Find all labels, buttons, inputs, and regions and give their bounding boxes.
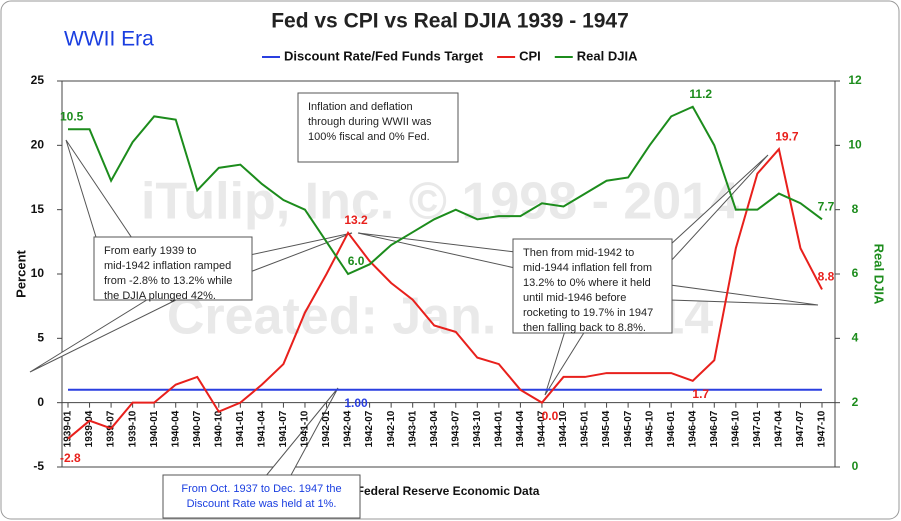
x-tick-label: 1939-04 <box>84 410 95 447</box>
y-tick-label: 20 <box>31 138 45 152</box>
annotation-line: From Oct. 1937 to Dec. 1947 the <box>181 483 341 495</box>
x-axis-label: Federal Reserve Economic Data <box>357 484 540 498</box>
data-label: 8.8 <box>818 270 835 284</box>
y-tick-label: 5 <box>37 331 44 345</box>
x-tick-label: 1946-04 <box>687 410 698 447</box>
annotation-line: until mid-1946 before <box>523 292 626 304</box>
y2-tick-label: 12 <box>848 73 862 87</box>
data-label: 1.7 <box>692 387 709 401</box>
y2-tick-label: 4 <box>852 331 859 345</box>
data-label: 10.5 <box>60 109 84 123</box>
y-tick-label: 10 <box>31 266 45 280</box>
data-label: 19.7 <box>775 129 799 143</box>
legend-label: Discount Rate/Fed Funds Target <box>284 48 484 63</box>
data-label: 7.7 <box>818 199 835 213</box>
legend-label: CPI <box>519 48 541 63</box>
data-label: 0.0 <box>542 409 559 423</box>
y2-tick-label: 8 <box>852 202 859 216</box>
y-tick-label: 25 <box>31 73 45 87</box>
x-tick-label: 1945-07 <box>623 410 634 447</box>
y-axis-label: Percent <box>13 249 28 297</box>
annotation-box <box>512 238 673 334</box>
legend-label: Real DJIA <box>577 48 638 63</box>
x-tick-label: 1944-04 <box>515 410 526 447</box>
x-tick-label: 1943-07 <box>450 410 461 447</box>
annotation-line: From early 1939 to <box>104 245 196 257</box>
x-tick-label: 1940-10 <box>213 410 224 447</box>
x-tick-label: 1943-01 <box>407 410 418 447</box>
y2-tick-label: 10 <box>848 138 862 152</box>
annotation-line: then falling back to 8.8%. <box>523 322 646 334</box>
y-tick-label: 15 <box>31 202 45 216</box>
x-tick-label: 1944-10 <box>558 410 569 447</box>
x-tick-label: 1941-04 <box>257 410 268 447</box>
x-tick-label: 1947-04 <box>774 410 785 447</box>
annotation-line: 13.2% to 0% where it held <box>523 277 651 289</box>
annotation-line: rocketing to 19.7% in 1947 <box>523 307 653 319</box>
annotation-line: from -2.8% to 13.2% while <box>104 275 232 287</box>
x-tick-label: 1946-07 <box>709 410 720 447</box>
x-tick-label: 1941-01 <box>235 410 246 447</box>
y2-axis-label: Real DJIA <box>872 244 887 305</box>
annotation-box <box>297 92 459 163</box>
x-tick-label: 1942-01 <box>321 410 332 447</box>
x-tick-label: 1942-07 <box>364 410 375 447</box>
annotation-box <box>162 474 361 519</box>
data-label: 6.0 <box>348 254 365 268</box>
series-line <box>68 105 823 276</box>
data-label: -2.8 <box>60 451 81 465</box>
x-tick-label: 1946-10 <box>730 410 741 447</box>
y2-tick-label: 0 <box>852 459 859 473</box>
y2-tick-label: 2 <box>852 395 859 409</box>
x-tick-label: 1939-01 <box>63 410 74 447</box>
annotation-line: mid-1942 inflation ramped <box>104 260 231 272</box>
x-tick-label: 1945-04 <box>601 410 612 447</box>
x-tick-label: 1940-07 <box>192 410 203 447</box>
x-tick-label: 1945-01 <box>580 410 591 447</box>
x-tick-label: 1947-07 <box>795 410 806 447</box>
x-tick-label: 1946-01 <box>666 410 677 447</box>
x-tick-label: 1940-04 <box>170 410 181 447</box>
chart-title: Fed vs CPI vs Real DJIA 1939 - 1947 <box>271 10 629 33</box>
x-tick-label: 1941-07 <box>278 410 289 447</box>
annotation-line: 100% fiscal and 0% Fed. <box>308 131 430 143</box>
annotation-box <box>93 236 253 301</box>
series-line <box>67 147 823 440</box>
x-tick-label: 1942-10 <box>386 410 397 447</box>
y-tick-label: 0 <box>37 395 44 409</box>
legend: Discount Rate/Fed Funds Target CPI Real DJ… <box>262 48 638 63</box>
x-tick-label: 1944-01 <box>493 410 504 447</box>
x-tick-label: 1939-10 <box>127 410 138 447</box>
y-tick-label: -5 <box>33 459 44 473</box>
x-tick-label: 1944-07 <box>537 410 548 447</box>
data-label: 1.00 <box>344 396 368 410</box>
x-tick-label: 1942-04 <box>343 410 354 447</box>
data-label: 13.2 <box>344 213 368 227</box>
x-tick-label: 1943-04 <box>429 410 440 447</box>
annotation-line: mid-1944 inflation fell from <box>523 262 652 274</box>
subtitle: WWII Era <box>64 28 154 51</box>
annotation-line: Inflation and deflation <box>308 101 413 113</box>
annotation-line: Then from mid-1942 to <box>523 247 634 259</box>
watermark-line: iTulip, Inc. © 1998 - 2014 <box>141 173 739 231</box>
x-tick-label: 1943-10 <box>472 410 483 447</box>
x-tick-label: 1940-01 <box>149 410 160 447</box>
x-tick-label: 1941-10 <box>300 410 311 447</box>
annotation-line: Discount Rate was held at 1%. <box>187 498 337 510</box>
annotation-line: through during WWII was <box>308 116 432 128</box>
annotation-line: the DJIA plunged 42%. <box>104 290 216 302</box>
data-label: 11.2 <box>689 87 712 101</box>
x-tick-label: 1945-10 <box>644 410 655 447</box>
y2-tick-label: 6 <box>852 266 859 280</box>
x-tick-label: 1947-10 <box>817 410 828 447</box>
x-tick-label: 1947-01 <box>752 410 763 447</box>
